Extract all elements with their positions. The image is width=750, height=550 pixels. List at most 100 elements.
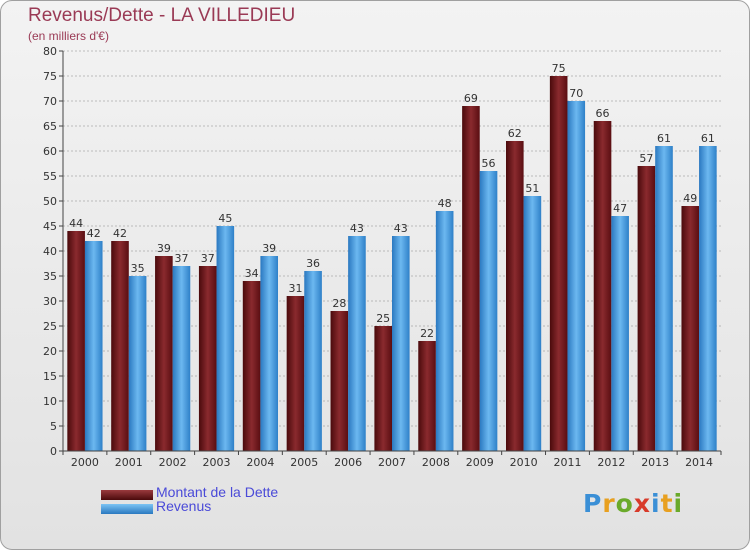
data-label: 43 — [350, 222, 364, 235]
data-label: 47 — [613, 202, 627, 215]
x-tick-label: 2004 — [246, 456, 274, 469]
y-tick-label: 65 — [43, 120, 57, 133]
data-label: 35 — [131, 262, 145, 275]
data-label: 34 — [245, 267, 259, 280]
bar-revenus — [304, 271, 322, 451]
data-label: 62 — [508, 127, 522, 140]
data-label: 70 — [569, 87, 583, 100]
bar-dette — [242, 281, 261, 451]
x-tick-label: 2012 — [597, 456, 625, 469]
bar-dette — [637, 166, 656, 451]
data-label: 25 — [376, 312, 390, 325]
x-tick-label: 2014 — [685, 456, 713, 469]
bar-dette — [549, 76, 568, 451]
bar-revenus — [435, 211, 454, 451]
data-label: 45 — [218, 212, 232, 225]
x-tick-label: 2006 — [334, 456, 362, 469]
bar-revenus — [699, 146, 717, 451]
logo-letter: o — [615, 489, 634, 518]
x-tick-label: 2011 — [553, 456, 581, 469]
bar-revenus — [567, 101, 586, 451]
data-label: 39 — [262, 242, 276, 255]
logo-letter: i — [651, 489, 661, 518]
legend-swatch-revenus — [101, 504, 153, 514]
bar-revenus — [128, 276, 147, 451]
bar-dette — [155, 256, 173, 451]
bar-dette — [330, 311, 349, 451]
bar-dette — [506, 141, 524, 451]
logo-letter: r — [602, 489, 616, 518]
data-label: 49 — [683, 192, 697, 205]
bar-dette — [111, 241, 129, 451]
y-tick-label: 35 — [43, 270, 57, 283]
x-tick-label: 2007 — [378, 456, 406, 469]
data-label: 42 — [113, 227, 127, 240]
y-tick-label: 50 — [43, 195, 57, 208]
logo-letter: P — [583, 489, 603, 518]
x-tick-label: 2002 — [159, 456, 187, 469]
proxiti-logo: Proxiti — [583, 489, 683, 518]
data-label: 36 — [306, 257, 320, 270]
bar-revenus — [172, 266, 191, 451]
x-tick-label: 2010 — [510, 456, 538, 469]
bar-dette — [374, 326, 392, 451]
data-label: 69 — [464, 92, 478, 105]
x-tick-label: 2000 — [71, 456, 99, 469]
data-label: 56 — [482, 157, 496, 170]
data-label: 75 — [552, 62, 566, 75]
y-tick-label: 15 — [43, 370, 57, 383]
data-label: 43 — [394, 222, 408, 235]
data-label: 37 — [201, 252, 215, 265]
bar-dette — [418, 341, 436, 451]
logo-letter: x — [633, 489, 651, 518]
bar-revenus — [611, 216, 629, 451]
data-label: 42 — [87, 227, 101, 240]
data-label: 22 — [420, 327, 434, 340]
y-tick-label: 30 — [43, 295, 57, 308]
data-label: 48 — [438, 197, 452, 210]
y-tick-label: 80 — [43, 45, 57, 58]
data-label: 66 — [596, 107, 610, 120]
bar-revenus — [216, 226, 235, 451]
data-label: 44 — [69, 217, 83, 230]
bar-revenus — [523, 196, 542, 451]
x-tick-label: 2005 — [290, 456, 318, 469]
y-tick-label: 75 — [43, 70, 57, 83]
bar-dette — [681, 206, 700, 451]
bar-dette — [462, 106, 480, 451]
x-tick-label: 2001 — [115, 456, 143, 469]
y-tick-label: 5 — [50, 420, 57, 433]
y-tick-label: 0 — [50, 445, 57, 458]
data-label: 51 — [525, 182, 539, 195]
data-label: 39 — [157, 242, 171, 255]
data-label: 57 — [639, 152, 653, 165]
bar-revenus — [655, 146, 673, 451]
bar-revenus — [392, 236, 410, 451]
bar-dette — [593, 121, 612, 451]
y-tick-label: 10 — [43, 395, 57, 408]
x-tick-label: 2003 — [203, 456, 231, 469]
x-tick-label: 2009 — [466, 456, 494, 469]
logo-letter: t — [660, 489, 674, 518]
chart-title: Revenus/Dette - LA VILLEDIEU — [28, 5, 296, 26]
bar-dette — [67, 231, 85, 451]
chart-subtitle: (en milliers d'€) — [28, 29, 109, 43]
bar-revenus — [479, 171, 498, 451]
y-tick-label: 45 — [43, 220, 57, 233]
bar-revenus — [260, 256, 278, 451]
data-label: 61 — [657, 132, 671, 145]
y-tick-label: 60 — [43, 145, 57, 158]
y-tick-label: 40 — [43, 245, 57, 258]
data-label: 61 — [701, 132, 715, 145]
x-tick-label: 2008 — [422, 456, 450, 469]
data-label: 37 — [174, 252, 188, 265]
y-tick-label: 20 — [43, 345, 57, 358]
bar-revenus — [84, 241, 103, 451]
bar-dette — [198, 266, 217, 451]
logo-letter: i — [673, 489, 684, 518]
y-tick-label: 70 — [43, 95, 57, 108]
bar-revenus — [348, 236, 366, 451]
legend-label-revenus: Revenus — [156, 498, 212, 514]
